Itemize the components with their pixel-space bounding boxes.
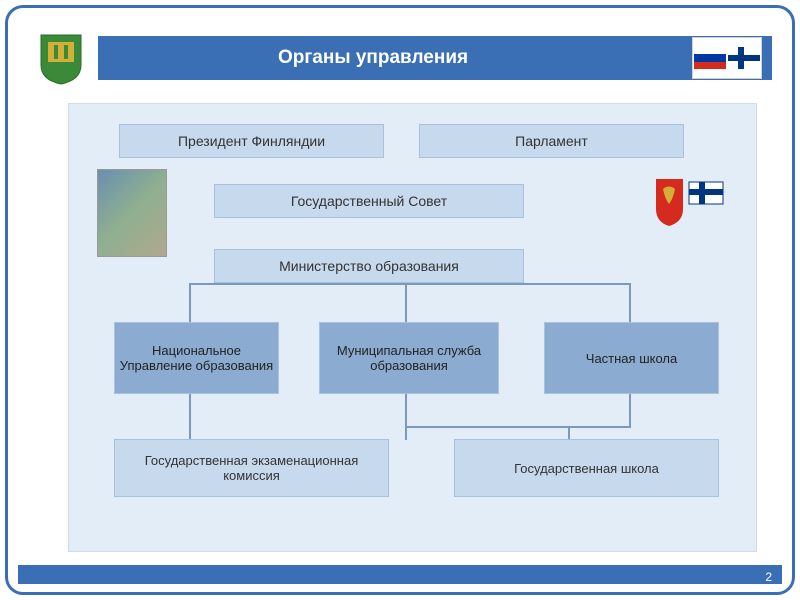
connector [189, 394, 191, 440]
connector [629, 394, 631, 426]
connector [568, 426, 570, 440]
page-number: 2 [765, 570, 772, 584]
connector [629, 283, 631, 323]
connector [568, 426, 631, 428]
content-area: Президент Финляндии Парламент Государств… [68, 103, 757, 552]
connector [405, 283, 407, 323]
connector [405, 394, 407, 440]
box-municipal-edu: Муниципальная служба образования [319, 322, 499, 394]
finland-coat-of-arms [651, 174, 726, 234]
box-private-school: Частная школа [544, 322, 719, 394]
header-bar: Органы управления [98, 36, 772, 80]
box-parliament: Парламент [419, 124, 684, 158]
header-title: Органы управления [278, 47, 468, 69]
box-ministry: Министерство образования [214, 249, 524, 283]
connector [189, 283, 191, 323]
flags-block [692, 37, 762, 79]
footer-bar [18, 565, 782, 584]
finland-map-image [97, 169, 167, 257]
box-council: Государственный Совет [214, 184, 524, 218]
region-emblem [36, 30, 86, 85]
box-state-school: Государственная школа [454, 439, 719, 497]
box-national-edu: Национальное Управление образования [114, 322, 279, 394]
box-president: Президент Финляндии [119, 124, 384, 158]
connector [405, 426, 570, 428]
slide-frame: Органы управления Президент Фин [5, 5, 795, 595]
connector [189, 283, 631, 285]
box-exam-commission: Государственная экзаменационная комиссия [114, 439, 389, 497]
